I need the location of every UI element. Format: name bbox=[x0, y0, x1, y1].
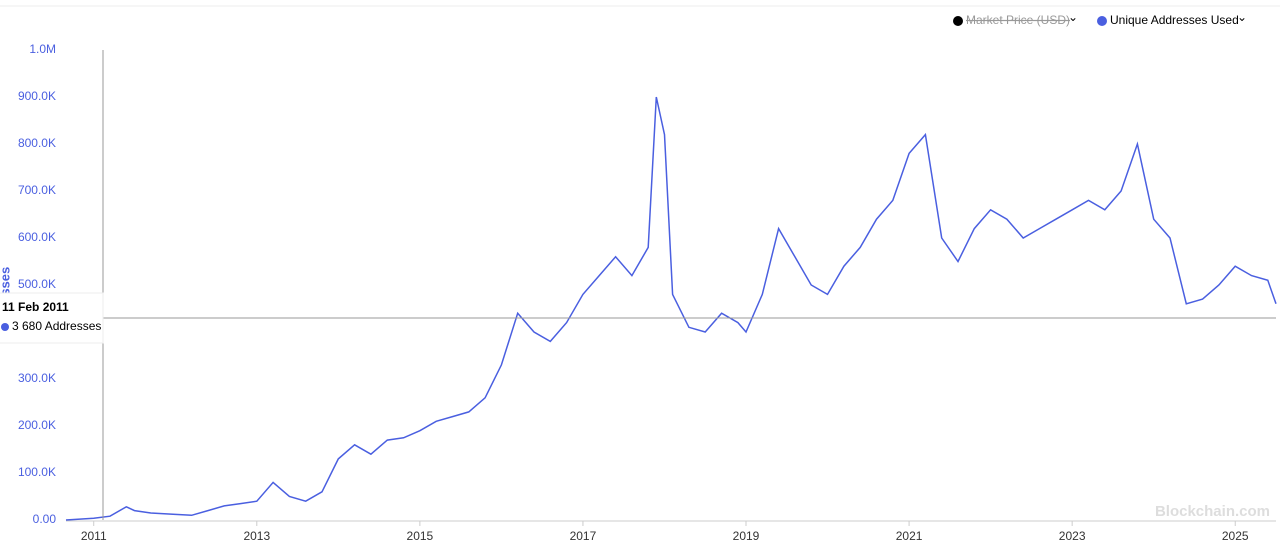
y-tick-label: 500.0K bbox=[18, 277, 56, 291]
x-tick-label: 2015 bbox=[407, 529, 434, 543]
legend-chevron[interactable]: ⌄ bbox=[1068, 10, 1078, 24]
y-tick-label: 100.0K bbox=[18, 465, 56, 479]
legend-dot[interactable] bbox=[953, 16, 963, 26]
y-tick-label: 800.0K bbox=[18, 136, 56, 150]
line-series bbox=[65, 96, 1277, 521]
x-tick-label: 2025 bbox=[1222, 529, 1249, 543]
y-tick-label: 0.00 bbox=[33, 512, 57, 526]
y-tick-label: 600.0K bbox=[18, 230, 56, 244]
y-tick-label: 1.0M bbox=[29, 42, 56, 56]
x-tick-label: 2017 bbox=[570, 529, 597, 543]
legend-entry[interactable]: Market Price (USD) bbox=[966, 13, 1070, 27]
x-tick-label: 2023 bbox=[1059, 529, 1086, 543]
y-tick-label: 300.0K bbox=[18, 371, 56, 385]
legend: Market Price (USD) ⌄ Unique Addresses Us… bbox=[953, 10, 1247, 27]
legend-chevron[interactable]: ⌄ bbox=[1237, 10, 1247, 24]
x-tick-label: 2011 bbox=[81, 529, 107, 543]
tooltip bbox=[0, 292, 104, 344]
tooltip-dot bbox=[1, 323, 9, 331]
y-tick-label: 200.0K bbox=[18, 418, 56, 432]
y-tick-label: 900.0K bbox=[18, 89, 56, 103]
x-tick-label: 2013 bbox=[243, 529, 270, 543]
legend-entry[interactable]: Unique Addresses Used bbox=[1110, 13, 1239, 27]
x-tick-label: 2019 bbox=[733, 529, 760, 543]
tooltip-date: 11 Feb 2011 bbox=[2, 300, 69, 314]
tooltip-text: 3 680 Addresses bbox=[12, 319, 101, 333]
x-tick-label: 2021 bbox=[896, 529, 923, 543]
legend-dot[interactable] bbox=[1097, 16, 1107, 26]
watermark: Blockchain.com bbox=[1155, 503, 1270, 520]
y-tick-label: 700.0K bbox=[18, 183, 56, 197]
